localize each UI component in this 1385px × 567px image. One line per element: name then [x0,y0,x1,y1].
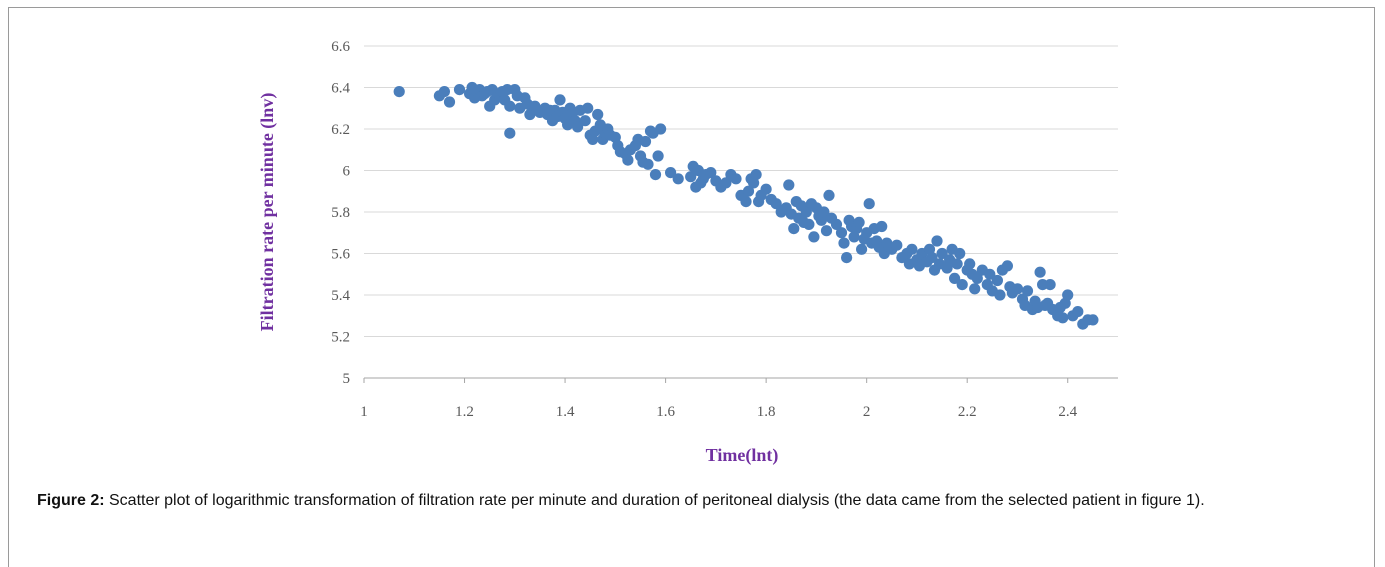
data-point [740,196,752,208]
data-point [730,173,742,185]
x-tick-label: 2 [863,404,871,420]
data-point [1034,266,1046,278]
data-point [830,218,843,230]
x-tick-label: 2.4 [1058,404,1077,420]
data-point [685,171,697,183]
y-tick-label: 5.6 [331,247,350,263]
data-point [1021,285,1034,297]
data-point [841,252,853,264]
y-tick-label: 5.8 [331,205,350,221]
data-point [572,121,584,133]
data-point [652,150,664,162]
data-point [1087,314,1099,326]
x-axis-title: Time(lnt) [706,445,779,466]
y-tick-label: 6 [343,164,351,180]
data-point [592,108,604,121]
data-point [655,123,667,135]
data-point [579,115,591,127]
data-point [835,227,848,239]
y-tick-label: 5.4 [331,288,350,304]
gridlines [364,45,1118,337]
data-point [818,206,830,218]
data-point [891,239,903,251]
data-point [1001,260,1014,272]
data-point [964,258,976,270]
caption-label: Figure 2: [37,492,105,509]
data-point [453,84,466,96]
data-point [803,218,815,230]
data-point [1011,283,1024,295]
data-point [936,247,948,260]
data-point [800,206,812,218]
figure-frame [8,7,1375,567]
data-point [720,177,732,189]
x-tick-label: 1.2 [455,404,474,420]
data-point [951,258,963,270]
data-point [971,272,983,284]
data-point [504,127,516,139]
data-point [906,243,918,255]
x-tick-label: 1.6 [656,404,675,420]
data-point [665,167,677,179]
data-point [639,135,652,148]
data-point [393,86,405,98]
data-point [788,223,800,235]
data-point [991,274,1004,287]
data-point [853,216,865,228]
data-point [1062,289,1074,301]
data-point [984,268,996,280]
data-point [582,102,594,114]
data-point [554,94,566,106]
data-point [783,179,795,191]
data-point [504,100,516,112]
data-point [649,169,662,181]
data-point [949,272,961,284]
data-point [760,183,772,195]
y-tick-labels: 5 5.2 5.4 5.6 5.8 6 6.2 6.4 6.6 [331,39,350,387]
data-point [969,283,981,295]
data-point [820,225,833,237]
caption-text: Scatter plot of logarithmic transformati… [104,492,1205,509]
x-tick-label: 1.4 [556,404,575,420]
data-point [1072,306,1084,318]
axes [363,377,1118,383]
x-tick-label: 2.2 [958,404,977,420]
data-point [1044,279,1056,291]
figure-caption: Figure 2: Scatter plot of logarithmic tr… [37,488,1347,513]
data-point [876,220,888,233]
data-point [931,235,943,247]
data-point [926,252,938,264]
data-point [838,237,850,249]
data-point [443,96,456,108]
data-point [863,198,875,210]
data-point [1057,312,1069,324]
x-tick-label: 1.8 [757,404,776,420]
data-point [823,189,835,201]
x-tick-label: 1 [360,404,368,420]
y-tick-label: 5.2 [331,330,350,346]
data-point [808,231,820,243]
y-tick-label: 5 [343,371,351,387]
data-point [956,279,968,291]
data-point [742,185,755,197]
data-point [672,173,684,185]
data-point [642,158,654,170]
data-point [994,289,1006,301]
scatter-chart: 5 5.2 5.4 5.6 5.8 6 6.2 6.4 6.6 1 1.2 1.4 1.6 1.8 2 2.… [257,39,1118,466]
data-point [770,198,782,210]
data-point [705,167,717,179]
y-axis-title: Filtration rate per minute (lnv) [257,93,278,332]
data-point [954,247,966,260]
data-point [622,154,634,166]
data-point [438,86,450,98]
data-point [750,169,762,181]
data-point [856,243,868,255]
x-tick-labels: 1 1.2 1.4 1.6 1.8 2 2.2 2.4 [360,404,1077,420]
y-tick-label: 6.6 [331,39,350,55]
data-points [393,81,1099,330]
y-tick-label: 6.2 [331,122,350,138]
y-tick-label: 6.4 [331,81,350,97]
